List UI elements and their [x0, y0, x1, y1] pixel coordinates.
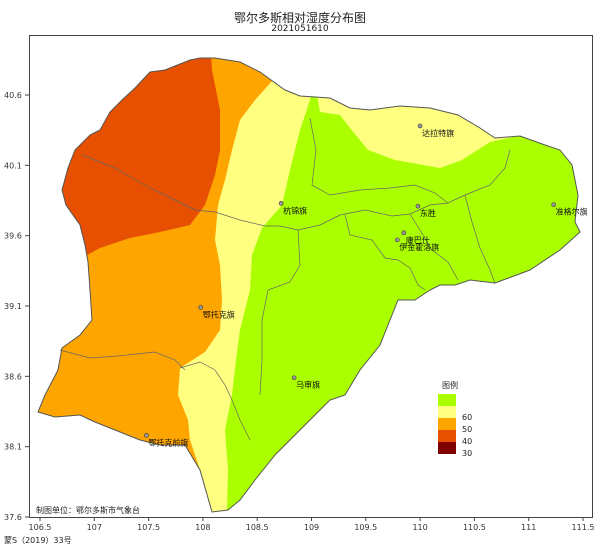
place-dot	[394, 237, 400, 243]
place-label: 准格尔旗	[556, 207, 588, 217]
lon-tick-label: 111	[521, 523, 536, 532]
lat-tick-label: 40.1	[4, 161, 22, 170]
lon-tick-label: 107.5	[137, 523, 160, 532]
place-dot	[551, 202, 556, 208]
lon-tick-label: 108	[195, 523, 210, 532]
lat-tick-label: 39.6	[4, 232, 22, 241]
legend-label: 30	[462, 449, 473, 458]
legend-row: 30	[438, 442, 472, 458]
place-label: 杭锦旗	[283, 205, 307, 215]
lat-tick-label: 37.6	[4, 513, 22, 522]
lon-tick-label: 107	[87, 523, 102, 532]
zone-30-40	[38, 58, 220, 260]
lon-tick-label: 110.5	[463, 523, 486, 532]
place-label: 鄂托克旗	[203, 309, 235, 319]
legend-swatch	[438, 418, 456, 430]
lat-tick-label: 39.1	[4, 302, 22, 311]
lat-tick-label: 40.6	[4, 91, 22, 100]
place-dot	[415, 203, 421, 209]
axis-ticks: 106.5 107 107.5 108 108.5 109 109.5 110 110.5 111…	[4, 91, 594, 532]
legend-title: 图例	[442, 381, 458, 390]
map-title: 鄂尔多斯相对湿度分布图	[233, 11, 366, 25]
place-dot	[144, 433, 149, 438]
place-label: 达拉特旗	[422, 128, 454, 138]
lon-tick-label: 110	[412, 523, 427, 532]
credit-text: 制图单位：鄂尔多斯市气象台	[36, 506, 140, 515]
place-dot	[278, 201, 284, 206]
place-label: 康巴什	[406, 235, 430, 245]
legend-row	[438, 394, 458, 406]
place-dot	[198, 305, 204, 310]
lat-tick-label: 38.6	[4, 372, 22, 381]
lon-tick-label: 109	[304, 523, 319, 532]
lon-tick-label: 106.5	[29, 523, 52, 532]
map-subtitle: 2021051610	[271, 24, 329, 34]
legend-swatch	[438, 394, 456, 406]
place-label: 东胜	[420, 208, 436, 218]
place-dot	[401, 230, 407, 236]
approval-number: 蒙S（2019）33号	[4, 536, 72, 545]
legend-label: 50	[462, 425, 473, 434]
region-outline	[37, 57, 581, 513]
county-boundaries	[59, 117, 511, 441]
lon-tick-label: 108.5	[246, 523, 269, 532]
legend-swatch	[438, 430, 456, 442]
place-label: 乌审旗	[296, 380, 320, 390]
legend-label: 60	[462, 413, 473, 422]
legend-row: 40	[438, 430, 472, 446]
lon-tick-label: 109.5	[354, 523, 377, 532]
place-dot	[417, 123, 423, 129]
place-label: 鄂托克前旗	[148, 437, 188, 447]
legend-row: 50	[438, 418, 472, 434]
lon-tick-label: 111.5	[572, 523, 595, 532]
legend: 图例 60 50 40 30	[438, 380, 472, 458]
legend-swatch	[438, 442, 456, 454]
lat-tick-label: 38.1	[4, 443, 22, 452]
legend-label: 40	[462, 437, 473, 446]
legend-row: 60	[438, 406, 472, 422]
place-dot	[291, 375, 297, 381]
legend-swatch	[438, 406, 456, 418]
place-label: 伊金霍洛旗	[399, 242, 439, 252]
